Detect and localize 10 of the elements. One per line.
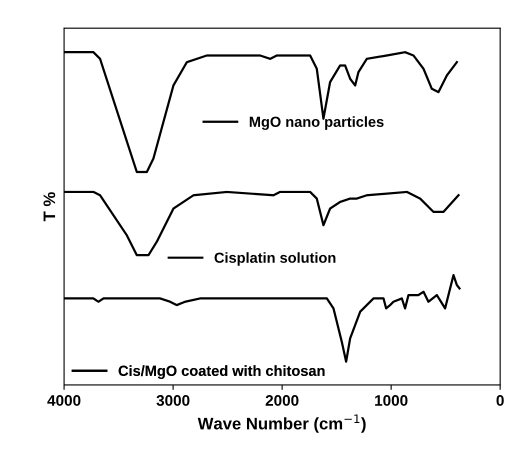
x-tick-label: 1000 [375,395,408,406]
x-tick-label: 0 [496,395,504,406]
x-axis-title: Wave Number (cm$^{−1}$) [198,414,366,433]
legend-label: MgO nano particles [250,116,384,130]
x-tick-label: 3000 [156,395,190,406]
legend-label: Cis/MgO coated with chitosan [118,365,325,379]
legend-label: Cisplatin solution [214,252,336,266]
y-axis-title: T % [43,192,56,222]
x-tick-label: 4000 [47,395,80,406]
x-tick-label: 2000 [266,395,298,406]
